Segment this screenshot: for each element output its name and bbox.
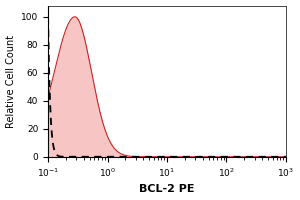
X-axis label: BCL-2 PE: BCL-2 PE	[139, 184, 195, 194]
Y-axis label: Relative Cell Count: Relative Cell Count	[6, 35, 16, 128]
